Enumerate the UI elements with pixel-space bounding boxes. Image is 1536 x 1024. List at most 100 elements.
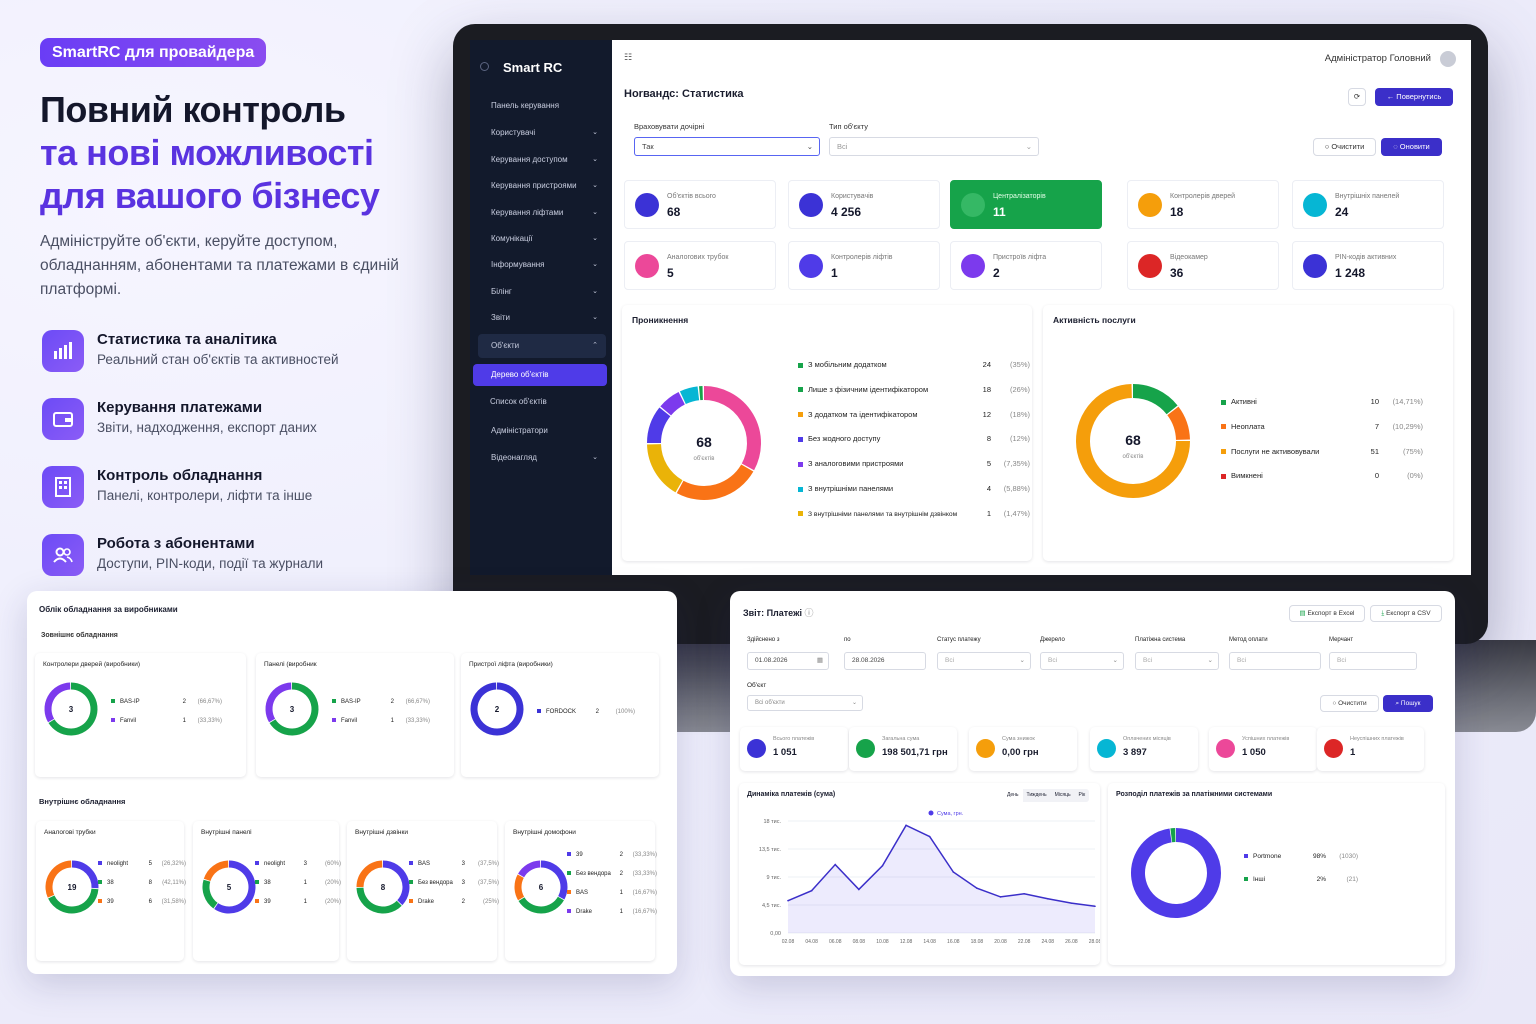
tab-month[interactable]: Місяць <box>1054 792 1071 798</box>
data-point <box>928 835 931 838</box>
sidebar-item-label: Адміністратори <box>491 426 548 435</box>
stat-card[interactable]: PIN-кодів активних 1 248 <box>1292 241 1444 290</box>
filter-type-select[interactable]: Всі ⌄ <box>829 137 1039 156</box>
chevron-down-icon: ⌄ <box>806 142 813 151</box>
avatar[interactable] <box>1440 51 1456 67</box>
sidebar-item-access[interactable]: Керування доступом ⌄ <box>478 150 606 170</box>
legend-swatch <box>798 387 803 393</box>
export-excel-button[interactable]: ▤ Експорт в Excel <box>1289 605 1365 622</box>
x-tick-label: 18.08 <box>971 939 984 945</box>
legend-count: 2 <box>595 709 599 715</box>
filter-field[interactable]: 28.08.2026 <box>844 652 926 670</box>
stat-icon <box>961 193 985 217</box>
clear-button[interactable]: ○ Очистити <box>1313 138 1376 156</box>
legend-pct: (1,47%) <box>1003 508 1030 518</box>
legend-count: 1 <box>390 718 394 724</box>
sidebar-item-object-list[interactable]: Список об'єктів <box>478 392 606 412</box>
legend-label: Послуги не активовували <box>1231 446 1320 456</box>
payment-stat-card: Оплачених місяців 3 897 <box>1090 727 1198 771</box>
donut-total: 3 <box>69 705 74 714</box>
sidebar-item-users[interactable]: Користувачі ⌄ <box>478 123 606 143</box>
back-button[interactable]: ← Повернутись <box>1375 88 1453 106</box>
filter-field[interactable]: 01.08.2026 ▦ <box>747 652 829 670</box>
data-point <box>952 871 955 873</box>
dynamics-card: Динаміка платежів (сума) День Тиждень Мі… <box>739 783 1100 965</box>
legend-pct: (100%) <box>615 709 635 715</box>
user-name[interactable]: Адміністратор Головний <box>1324 53 1431 64</box>
legend-pct: (75%) <box>1402 446 1423 456</box>
card-title: Активність послуги <box>1053 315 1136 325</box>
sidebar-item-video[interactable]: Відеонагляд ⌄ <box>478 448 606 468</box>
sidebar-item-objects[interactable]: Об'єкти ⌃ <box>478 334 606 358</box>
sidebar-item-communications[interactable]: Комунікації ⌄ <box>478 229 606 249</box>
stat-card[interactable]: Користувачів 4 256 <box>788 180 940 229</box>
stat-value: 5 <box>667 266 674 280</box>
x-tick-label: 06.08 <box>829 939 842 945</box>
split-card: Розподіл платежів за платіжними системам… <box>1108 783 1445 965</box>
tab-year[interactable]: Рік <box>1078 792 1086 798</box>
stat-label: Оплачених місяців <box>1123 736 1171 742</box>
stat-label: Всього платежів <box>773 736 815 742</box>
legend-swatch <box>798 461 803 467</box>
info-icon[interactable]: ⓘ <box>804 608 814 618</box>
data-point <box>1023 893 1025 895</box>
sidebar-item-label: Користувачі <box>491 128 536 137</box>
stat-card[interactable]: Відеокамер 36 <box>1127 241 1279 290</box>
filter-field[interactable]: Всі <box>1329 652 1417 670</box>
legend-pct: (37,5%) <box>477 880 499 886</box>
sidebar-item-label: Керування пристроями <box>491 181 577 190</box>
clear-label: Очистити <box>1331 142 1365 151</box>
sidebar-item-lifts[interactable]: Керування ліфтами ⌄ <box>478 203 606 223</box>
sidebar-item-label: Керування доступом <box>491 155 568 164</box>
sidebar-item-admins[interactable]: Адміністратори <box>478 421 606 441</box>
legend-label: Лише з фізичним ідентифікатором <box>808 384 929 394</box>
chevron-down-icon: ⌄ <box>1019 657 1025 664</box>
stat-card[interactable]: Аналогових трубок 5 <box>624 241 776 290</box>
data-point <box>905 824 907 827</box>
refresh-button[interactable]: ◌ Оновити <box>1381 138 1442 156</box>
legend-count: 18 <box>982 384 991 394</box>
filter-field[interactable]: Всі ⌄ <box>1135 652 1219 670</box>
clear-button[interactable]: ○ Очистити <box>1320 695 1379 712</box>
donut-segment <box>518 896 564 914</box>
filter-field[interactable]: Всі ⌄ <box>1040 652 1124 670</box>
donut-segment <box>48 888 99 914</box>
sidebar-item-dashboard[interactable]: Панель керування <box>478 96 606 116</box>
stat-card[interactable]: Пристроїв ліфта 2 <box>950 241 1102 290</box>
filter-object-select[interactable]: Всі об'єкти ⌄ <box>747 695 863 711</box>
stat-value: 18 <box>1170 205 1184 219</box>
sidebar-item-informing[interactable]: Інформування ⌄ <box>478 255 606 275</box>
search-button[interactable]: ⌕ Пошук <box>1383 695 1433 712</box>
legend-pct: (33,33%) <box>632 852 657 858</box>
chevron-down-icon: ⌄ <box>592 209 598 216</box>
stat-card[interactable]: Об'єктів всього 68 <box>624 180 776 229</box>
filter-field[interactable]: Всі <box>1229 652 1321 670</box>
refresh-icon[interactable]: ⟳ <box>1348 88 1366 106</box>
filter-field[interactable]: Всі ⌄ <box>937 652 1031 670</box>
tab-week[interactable]: Тиждень <box>1026 792 1047 798</box>
stat-card[interactable]: Контролерів ліфтів 1 <box>788 241 940 290</box>
penetration-donut: 68 об'єктів <box>647 386 761 500</box>
logo-icon <box>480 62 489 71</box>
legend-label: З додатком та ідентифікатором <box>808 409 918 419</box>
tab-day[interactable]: День <box>1003 789 1023 802</box>
legend-pct: (66,67%) <box>197 699 222 705</box>
legend-swatch <box>1244 877 1248 882</box>
donut-segment <box>203 860 229 882</box>
donut-segment <box>214 860 256 914</box>
legend-label: Без вендора <box>418 880 453 886</box>
export-csv-button[interactable]: ⤓ Експорт в CSV <box>1370 605 1442 622</box>
sidebar-item-billing[interactable]: Білінг ⌄ <box>478 282 606 302</box>
legend-count: 1 <box>303 880 307 886</box>
donut-unit: об'єктів <box>1123 454 1144 460</box>
stat-card[interactable]: Контролерів дверей 18 <box>1127 180 1279 229</box>
filter-children-select[interactable]: Так ⌄ <box>634 137 820 156</box>
sidebar-item-object-tree[interactable]: Дерево об'єктів <box>473 364 607 386</box>
stat-card[interactable]: Внутрішніх панелей 24 <box>1292 180 1444 229</box>
legend-item: З аналоговими пристроями 5 (7,35%) <box>798 459 1030 468</box>
stat-card[interactable]: Централізаторів 11 <box>950 180 1102 229</box>
sidebar-item-reports[interactable]: Звіти ⌄ <box>478 308 606 328</box>
sidebar-item-devices[interactable]: Керування пристроями ⌄ <box>478 176 606 196</box>
filter-value: Всі <box>1143 657 1153 664</box>
menu-icon[interactable]: ☷ <box>624 52 633 62</box>
